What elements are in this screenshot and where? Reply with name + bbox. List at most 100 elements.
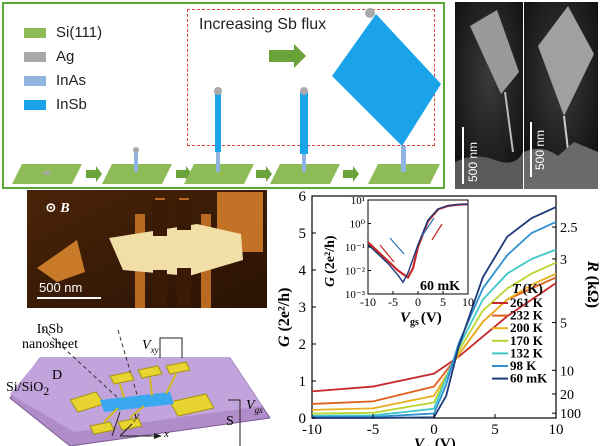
afm-scale-label: 500 nm	[39, 280, 83, 295]
right-axis-label: R (kΩ)	[584, 260, 600, 308]
substrate-step-4	[270, 87, 340, 184]
substrate-label-text: Si/SiO	[6, 380, 44, 395]
arrow-head-icon	[154, 433, 162, 439]
right-tick-label: 2.5	[560, 221, 578, 236]
sweep-arrow-icon	[421, 217, 435, 237]
inset-series-line	[367, 203, 469, 284]
legend-entry: 132 K	[510, 345, 544, 360]
legend-item-insb: InSb	[24, 96, 87, 113]
legend-title-unit: (K)	[523, 282, 544, 297]
growth-schematic-panel: Si(111) Ag InAs InSb Increasing Sb flux	[2, 2, 445, 189]
substrate-label: Si/SiO2	[6, 380, 49, 398]
flux-label: Increasing Sb flux	[199, 16, 327, 33]
inas-swatch	[24, 75, 46, 86]
inset-y-axis-label-unit: (2e²/h)	[323, 235, 338, 274]
right-tick-label: 10	[560, 364, 574, 379]
right-tick-label: 100	[560, 407, 581, 422]
x-axis-label-sub: gs	[424, 443, 433, 446]
legend-label-inas: InAs	[56, 72, 87, 89]
y-tick-label: 2	[299, 337, 307, 353]
step-arrow-icon	[256, 166, 272, 182]
inset-y-tick-label: 10⁻¹	[345, 242, 365, 254]
series-line	[311, 261, 557, 415]
sweep-arrow-icon	[431, 223, 443, 241]
inset-plot: -10 -5 0 5 10 10¹ 10⁰ 10⁻¹ 10⁻² 10⁻³ Vgs (V) G (2e²/h…	[323, 195, 474, 328]
legend-item-inas: InAs	[24, 72, 86, 89]
nanosheet-label-line2: nanosheet	[22, 337, 78, 352]
substrate-step-5	[332, 8, 441, 184]
legend-entry: 261 K	[510, 295, 544, 310]
axis-z-arrow	[111, 411, 121, 437]
inset-y-axis-label: G (2e²/h)	[323, 235, 338, 287]
device-schematic	[9, 327, 271, 446]
inset-x-tick-label: -5	[388, 295, 398, 309]
vgs-label-text: V	[246, 398, 255, 413]
legend-title: T (K)	[512, 282, 543, 297]
axis-y-arrow	[119, 423, 133, 437]
x-tick-label: 10	[549, 422, 564, 438]
y-tick-label: 4	[299, 263, 307, 279]
main-plot: -10-5051001234562.5351020100Vgs(V)G(2e²/…	[276, 190, 600, 446]
substrate-label-sub: 2	[43, 384, 50, 398]
sem-image-left: 500 nm	[455, 2, 523, 189]
nanosheet-label-line1: InSb	[36, 322, 64, 337]
field-label: B	[60, 201, 70, 216]
x-axis-label: Vgs(V)	[414, 436, 456, 446]
insb-swatch	[24, 99, 46, 110]
inset-y-tick-label: 10¹	[351, 195, 365, 207]
right-axis-label-unit: (kΩ)	[584, 276, 600, 308]
vxy-label-text: V	[142, 338, 151, 353]
y-tick-label: 6	[299, 190, 307, 205]
axis-y-label: y	[134, 410, 139, 422]
substrate-step-1	[12, 164, 82, 184]
vgs-label-sub: gs	[254, 404, 263, 415]
flux-arrow-icon	[269, 44, 306, 68]
right-tick-label: 20	[560, 388, 574, 403]
y-tick-label: 3	[299, 300, 307, 316]
field-out-of-plane-icon: ⊙	[45, 201, 57, 216]
y-tick-label: 5	[299, 226, 307, 242]
legend-item-ag: Ag	[24, 48, 74, 65]
legend-item-si: Si(111)	[24, 24, 102, 41]
y-tick-label: 1	[299, 374, 307, 390]
inset-x-axis-label-var: V	[400, 310, 412, 326]
legend-label-si: Si(111)	[56, 24, 103, 41]
right-axis-label-var: R	[584, 260, 600, 272]
y-tick-label: 0	[299, 411, 307, 427]
ag-swatch	[24, 51, 46, 62]
field-indicator: ⊙ B	[45, 200, 70, 217]
y-axis-label-var: G	[276, 335, 293, 347]
inset-temperature-label: 60 mK	[420, 279, 460, 294]
drain-label: D	[52, 368, 63, 383]
x-tick-label: -10	[302, 422, 322, 438]
sem-scale-right-label: 500 nm	[533, 129, 547, 170]
x-tick-label: 5	[491, 422, 499, 438]
inset-y-tick-label: 10⁰	[350, 219, 366, 231]
inset-x-axis-label-unit: (V)	[421, 310, 442, 326]
series-line	[312, 206, 557, 419]
series-line	[311, 282, 557, 393]
substrate-step-3	[184, 87, 254, 184]
si-swatch	[24, 27, 46, 38]
source-label: S	[226, 414, 234, 429]
inset-y-tick-label: 10⁻³	[345, 289, 366, 301]
growth-steps-drawing	[12, 8, 441, 184]
inset-y-axis-label-var: G	[323, 277, 338, 287]
series-line	[311, 272, 557, 411]
y-axis-label: G (2e²/h)	[276, 288, 293, 347]
x-tick-label: -5	[367, 422, 380, 438]
step-arrow-icon	[86, 166, 102, 182]
right-tick-label: 5	[560, 317, 567, 332]
x-axis-label-unit: (V)	[435, 436, 456, 446]
inset-y-tick-label: 10⁻²	[345, 266, 366, 278]
inset-x-axis-label-sub: gs	[410, 317, 419, 328]
sweep-arrow-icon	[389, 237, 405, 255]
y-axis-label-unit: (2e²/h)	[276, 288, 293, 332]
afm-image: ⊙ B 500 nm	[27, 190, 267, 308]
inset-x-axis-label: Vgs (V)	[400, 310, 442, 328]
inset-x-tick-label: 10	[462, 295, 474, 309]
x-axis-label-var: V	[414, 436, 426, 446]
substrate-step-2	[102, 147, 172, 184]
inset-x-tick-label: 5	[440, 295, 446, 309]
step-arrow-icon	[343, 166, 359, 182]
